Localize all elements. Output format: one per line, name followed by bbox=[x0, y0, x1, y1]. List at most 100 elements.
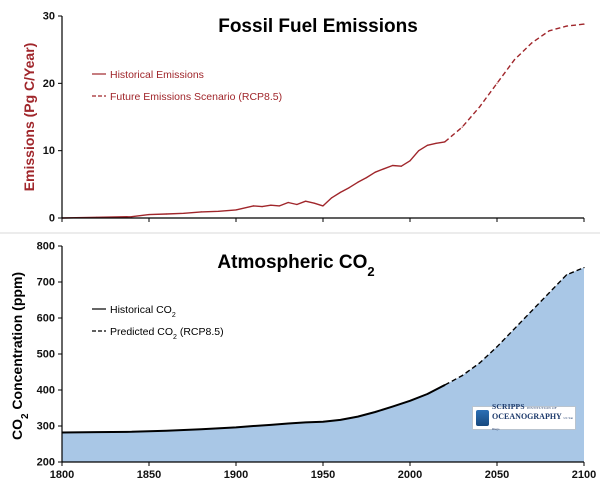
co2-series-1-point bbox=[583, 267, 585, 269]
co2-series-0-point bbox=[392, 406, 394, 408]
emissions-series-0-line bbox=[61, 141, 445, 219]
scripps-logo: SCRIPPS INSTITUTION OF OCEANOGRAPHY UC S… bbox=[472, 402, 576, 431]
co2-series-0-point bbox=[96, 431, 98, 433]
co2-x-tick-label: 1950 bbox=[311, 469, 335, 480]
emissions-series-0-point bbox=[305, 200, 307, 202]
emissions-legend-label-1: Future Emissions Scenario (RCP8.5) bbox=[110, 91, 282, 103]
emissions-series-0-point bbox=[270, 204, 272, 206]
co2-series-0-point bbox=[357, 416, 359, 418]
emissions-series-0-point bbox=[235, 209, 237, 211]
co2-y-tick-label: 200 bbox=[37, 457, 55, 469]
logo-line2: OCEANOGRAPHY bbox=[492, 411, 562, 421]
co2-x-tick-label: 1900 bbox=[224, 469, 248, 480]
co2-y-tick-label: 800 bbox=[37, 241, 55, 253]
emissions-series-1-line bbox=[444, 23, 585, 143]
co2-series-1-point bbox=[444, 384, 446, 386]
emissions-series-0-point bbox=[131, 216, 133, 218]
emissions-series-0-point bbox=[287, 201, 289, 204]
co2-x-tick-label: 2000 bbox=[398, 469, 422, 480]
co2-y-tick-label: 300 bbox=[37, 421, 55, 433]
emissions-chart: 0 10 20 30 Fossil Fuel Emissions Emissions (P… bbox=[21, 11, 585, 225]
co2-series-1-point bbox=[531, 310, 533, 312]
co2-chart-title: Atmospheric CO2 bbox=[217, 252, 374, 279]
co2-series-0-point bbox=[409, 400, 411, 402]
co2-legend-label-0: Historical CO2 bbox=[110, 304, 176, 319]
emissions-series-0-point bbox=[331, 197, 333, 199]
co2-series-1-point bbox=[513, 328, 516, 330]
co2-y-axis-label: CO2 Concentration (ppm) bbox=[9, 272, 31, 440]
emissions-series-0-point bbox=[322, 205, 324, 207]
co2-series-1-point bbox=[566, 274, 568, 276]
emissions-series-0-point bbox=[383, 168, 385, 170]
co2-series-0-point bbox=[235, 426, 237, 428]
emissions-series-0-point bbox=[218, 210, 220, 212]
co2-series-0-point bbox=[287, 422, 289, 425]
emissions-series-1-point bbox=[461, 126, 463, 128]
co2-x-tick-label: 1800 bbox=[50, 469, 74, 480]
co2-x-tick-label: 2050 bbox=[485, 469, 509, 480]
co2-legend-label-1: Predicted CO2 (RCP8.5) bbox=[110, 326, 224, 341]
co2-series-0-point bbox=[305, 421, 307, 423]
co2-series-0-point bbox=[339, 419, 341, 421]
emissions-series-1-point bbox=[583, 23, 585, 25]
co2-area-fill bbox=[62, 267, 584, 462]
co2-series-0-point bbox=[374, 411, 376, 413]
co2-series-0-point bbox=[131, 431, 133, 433]
emissions-series-0-point bbox=[392, 164, 394, 167]
emissions-series-0-point bbox=[296, 203, 298, 206]
emissions-y-tick-label: 30 bbox=[43, 11, 55, 23]
emissions-series-0-point bbox=[357, 181, 359, 183]
emissions-y-tick-label: 10 bbox=[43, 145, 55, 157]
emissions-series-0-point bbox=[200, 211, 202, 213]
logo-line2-small: UC San Diego bbox=[492, 415, 573, 431]
emissions-series-1-point bbox=[548, 30, 550, 32]
co2-chart: 200 300 400 500 600 700 800 1800 1850 1900 1950 200… bbox=[9, 241, 596, 480]
emissions-series-1-point bbox=[513, 59, 516, 61]
emissions-series-0-point bbox=[183, 212, 185, 214]
co2-series-0-point bbox=[200, 428, 202, 430]
emissions-series-0-point bbox=[313, 202, 315, 204]
co2-y-tick-label: 500 bbox=[37, 349, 55, 361]
emissions-series-0-point bbox=[418, 150, 420, 152]
co2-series-1-point bbox=[461, 375, 463, 377]
logo-line1: SCRIPPS bbox=[492, 401, 525, 411]
co2-series-0-line bbox=[61, 384, 446, 434]
scripps-logo-icon bbox=[476, 410, 490, 426]
emissions-series-0-point bbox=[426, 144, 428, 146]
co2-series-0-point bbox=[252, 425, 254, 427]
emissions-series-1-point bbox=[479, 106, 481, 108]
co2-x-tick-label: 1850 bbox=[137, 469, 161, 480]
co2-y-tick-label: 600 bbox=[37, 313, 55, 325]
emissions-legend-label-0: Historical Emissions bbox=[110, 69, 204, 81]
emissions-y-tick-label: 0 bbox=[49, 213, 55, 225]
emissions-series-1-point bbox=[444, 141, 446, 143]
emissions-series-0-point bbox=[339, 191, 341, 193]
co2-series-0-point bbox=[165, 430, 167, 432]
co2-series-1-point bbox=[479, 362, 481, 364]
emissions-series-1-point bbox=[496, 82, 498, 84]
emissions-series-0-point bbox=[409, 160, 411, 162]
emissions-series-0-point bbox=[400, 165, 402, 167]
emissions-series-0-point bbox=[365, 177, 368, 179]
emissions-series-0-point bbox=[374, 171, 376, 173]
co2-series-0-point bbox=[270, 424, 272, 426]
emissions-y-axis-label: Emissions (Pg C/Year) bbox=[21, 43, 37, 192]
co2-y-tick-label: 400 bbox=[37, 385, 55, 397]
emissions-chart-title: Fossil Fuel Emissions bbox=[218, 16, 418, 37]
emissions-series-0-point bbox=[348, 187, 350, 189]
co2-series-0-point bbox=[426, 393, 428, 395]
co2-y-tick-label: 700 bbox=[37, 277, 55, 289]
emissions-series-0-point bbox=[278, 205, 281, 207]
co2-series-1-point bbox=[548, 292, 550, 294]
co2-series-0-point bbox=[322, 421, 324, 423]
emissions-series-0-point bbox=[165, 213, 167, 215]
emissions-series-0-point bbox=[148, 214, 150, 216]
emissions-series-0-point bbox=[435, 142, 437, 144]
emissions-series-0-point bbox=[252, 205, 254, 207]
emissions-series-1-point bbox=[566, 25, 568, 27]
co2-series-1-point bbox=[496, 346, 498, 348]
emissions-series-1-point bbox=[531, 42, 533, 44]
emissions-y-tick-label: 20 bbox=[43, 78, 55, 90]
emissions-series-0-point bbox=[261, 206, 263, 208]
